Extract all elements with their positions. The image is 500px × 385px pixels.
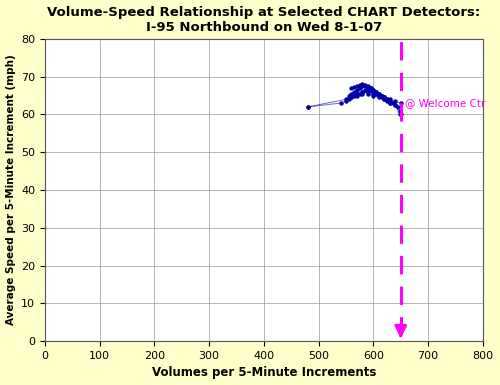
Point	[375, 92, 383, 99]
Point	[386, 96, 394, 102]
Point	[380, 94, 388, 100]
Point	[375, 92, 383, 99]
Point	[358, 83, 366, 89]
Point	[366, 85, 374, 91]
Point	[342, 96, 350, 102]
Point	[364, 83, 372, 89]
Point	[383, 96, 391, 102]
Point	[383, 98, 391, 104]
Point	[336, 100, 344, 106]
Point	[378, 94, 386, 100]
Point	[380, 94, 388, 100]
Point	[358, 89, 366, 95]
Point	[392, 98, 400, 104]
Point	[392, 102, 400, 108]
Point	[348, 94, 356, 100]
Point	[386, 100, 394, 106]
Point	[356, 85, 364, 91]
Point	[364, 85, 372, 91]
Point	[364, 85, 372, 91]
Point	[375, 94, 383, 100]
Point	[304, 104, 312, 110]
Point	[380, 94, 388, 100]
Point	[388, 100, 396, 106]
Point	[361, 83, 369, 89]
Point	[370, 89, 378, 95]
Point	[364, 89, 372, 95]
Point	[366, 87, 374, 93]
Point	[348, 94, 356, 100]
Point	[386, 98, 394, 104]
Point	[378, 92, 386, 99]
Y-axis label: Average Speed per 5-Minute Increment (mph): Average Speed per 5-Minute Increment (mp…	[6, 55, 16, 325]
Point	[370, 90, 378, 97]
Point	[356, 82, 364, 88]
Point	[361, 87, 369, 93]
Point	[370, 87, 378, 93]
Point	[350, 92, 358, 99]
Point	[380, 96, 388, 102]
Point	[350, 84, 358, 90]
Point	[396, 100, 404, 106]
Point	[372, 89, 380, 95]
Point	[358, 90, 366, 97]
Text: @ Welcome Ctr: @ Welcome Ctr	[405, 98, 485, 108]
Point	[396, 107, 404, 114]
Point	[366, 85, 374, 91]
Point	[361, 82, 369, 88]
Point	[344, 92, 352, 99]
Point	[372, 89, 380, 95]
Point	[396, 111, 404, 117]
Point	[350, 89, 358, 95]
Point	[386, 100, 394, 106]
Point	[378, 92, 386, 99]
Title: Volume-Speed Relationship at Selected CHART Detectors:
I-95 Northbound on Wed 8-: Volume-Speed Relationship at Selected CH…	[48, 5, 480, 33]
Point	[348, 85, 356, 91]
Point	[348, 90, 356, 97]
Point	[358, 81, 366, 87]
Point	[356, 90, 364, 97]
Point	[392, 102, 400, 108]
Point	[364, 90, 372, 97]
Point	[304, 104, 312, 110]
Point	[380, 96, 388, 102]
Point	[372, 90, 380, 97]
Point	[375, 90, 383, 97]
Point	[370, 87, 378, 93]
Point	[353, 90, 361, 97]
Point	[353, 90, 361, 97]
Point	[394, 104, 402, 110]
Point	[370, 92, 378, 99]
Point	[353, 83, 361, 89]
Point	[353, 87, 361, 93]
Point	[396, 111, 404, 117]
Point	[383, 96, 391, 102]
Point	[342, 98, 350, 104]
Point	[358, 89, 366, 95]
X-axis label: Volumes per 5-Minute Increments: Volumes per 5-Minute Increments	[152, 367, 376, 380]
Point	[353, 92, 361, 99]
Point	[375, 90, 383, 97]
Point	[348, 92, 356, 99]
Point	[344, 96, 352, 102]
